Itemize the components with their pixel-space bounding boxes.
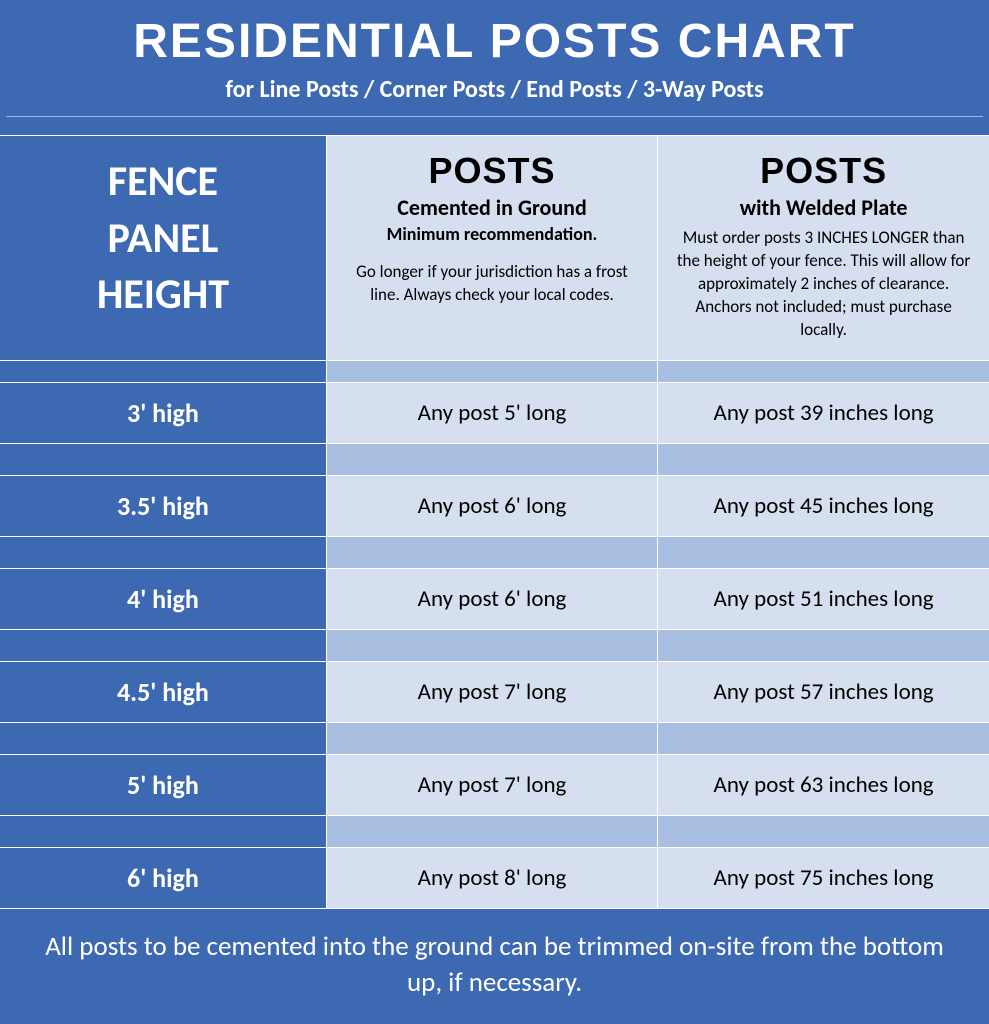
cell-cemented: Any post 5' long — [326, 382, 657, 443]
col-header-welded: POSTS with Welded Plate Must order posts… — [658, 136, 989, 361]
table-header-row: FENCE PANEL HEIGHT POSTS Cemented in Gro… — [0, 136, 989, 361]
spacer — [0, 117, 989, 135]
col-header-cemented: POSTS Cemented in Ground Minimum recomme… — [326, 136, 657, 361]
row-height-label: 3' high — [0, 382, 326, 443]
col-title: POSTS — [676, 150, 971, 192]
gap-row — [0, 360, 989, 382]
col-subtitle: Cemented in Ground — [345, 194, 639, 221]
col-title: POSTS — [345, 150, 639, 192]
footer-note: All posts to be cemented into the ground… — [0, 909, 989, 1002]
gap-row — [0, 722, 989, 754]
row-height-label: 3.5' high — [0, 475, 326, 536]
col-header-fence-height: FENCE PANEL HEIGHT — [0, 136, 326, 361]
table-row: 4' highAny post 6' longAny post 51 inche… — [0, 568, 989, 629]
row-height-label: 5' high — [0, 754, 326, 815]
chart-title: RESIDENTIAL POSTS CHART — [0, 0, 989, 69]
table-row: 3' highAny post 5' longAny post 39 inche… — [0, 382, 989, 443]
row-height-label: 4' high — [0, 568, 326, 629]
left-header-line: HEIGHT — [10, 267, 316, 324]
gap-row — [0, 536, 989, 568]
gap-row — [0, 443, 989, 475]
col-note: Must order posts 3 INCHES LONGER than th… — [676, 227, 971, 342]
cell-cemented: Any post 8' long — [326, 847, 657, 908]
col-note: Go longer if your jurisdiction has a fro… — [345, 261, 639, 307]
cell-welded: Any post 63 inches long — [658, 754, 989, 815]
table-row: 4.5' highAny post 7' longAny post 57 inc… — [0, 661, 989, 722]
col-subtitle2: Minimum recommendation. — [345, 223, 639, 245]
table-row: 3.5' highAny post 6' longAny post 45 inc… — [0, 475, 989, 536]
cell-cemented: Any post 6' long — [326, 475, 657, 536]
chart-subtitle: for Line Posts / Corner Posts / End Post… — [0, 69, 989, 116]
row-height-label: 4.5' high — [0, 661, 326, 722]
table-row: 5' highAny post 7' longAny post 63 inche… — [0, 754, 989, 815]
left-header-line: PANEL — [10, 211, 316, 268]
posts-table: FENCE PANEL HEIGHT POSTS Cemented in Gro… — [0, 135, 989, 909]
cell-cemented: Any post 6' long — [326, 568, 657, 629]
cell-cemented: Any post 7' long — [326, 754, 657, 815]
row-height-label: 6' high — [0, 847, 326, 908]
col-subtitle: with Welded Plate — [676, 194, 971, 221]
cell-welded: Any post 75 inches long — [658, 847, 989, 908]
cell-welded: Any post 45 inches long — [658, 475, 989, 536]
left-header-line: FENCE — [10, 154, 316, 211]
cell-cemented: Any post 7' long — [326, 661, 657, 722]
posts-chart: RESIDENTIAL POSTS CHART for Line Posts /… — [0, 0, 989, 1024]
cell-welded: Any post 51 inches long — [658, 568, 989, 629]
cell-welded: Any post 57 inches long — [658, 661, 989, 722]
gap-row — [0, 815, 989, 847]
table-row: 6' highAny post 8' longAny post 75 inche… — [0, 847, 989, 908]
cell-welded: Any post 39 inches long — [658, 382, 989, 443]
gap-row — [0, 629, 989, 661]
